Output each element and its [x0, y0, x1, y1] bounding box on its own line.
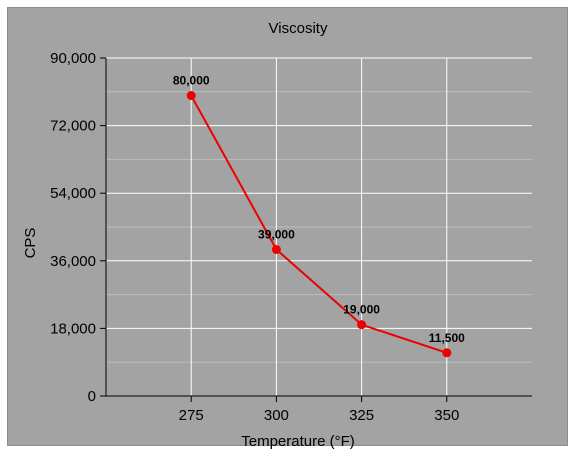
data-labels: 80,000 39,000 19,000 11,500	[173, 74, 465, 345]
data-label: 11,500	[429, 331, 465, 345]
data-label: 39,000	[258, 228, 295, 242]
data-point	[442, 348, 452, 358]
y-tick-label: 90,000	[50, 50, 96, 67]
data-point	[357, 320, 367, 330]
y-tick-label: 36,000	[50, 253, 96, 270]
y-tick-label: 0	[88, 388, 96, 405]
x-tick-label: 275	[179, 407, 204, 424]
x-tick-label: 300	[264, 407, 289, 424]
chart-title: Viscosity	[269, 20, 328, 37]
y-tick-label: 54,000	[50, 185, 96, 202]
data-point	[186, 91, 196, 101]
data-point	[271, 245, 281, 255]
y-tick-label: 72,000	[50, 118, 96, 135]
x-tick-label: 350	[434, 407, 459, 424]
axes: 0 18,000 36,000 54,000 72,000 90,000 275 300 325…	[50, 50, 532, 424]
y-tick-label: 18,000	[50, 320, 96, 337]
data-label: 80,000	[173, 74, 210, 88]
data-label: 19,000	[343, 303, 380, 317]
series-line	[190, 95, 448, 354]
series-layer	[186, 91, 452, 358]
x-tick-label: 325	[349, 407, 374, 424]
x-axis-title: Temperature (°F)	[241, 433, 355, 450]
y-axis-title: CPS	[22, 228, 39, 259]
grid	[106, 57, 532, 397]
